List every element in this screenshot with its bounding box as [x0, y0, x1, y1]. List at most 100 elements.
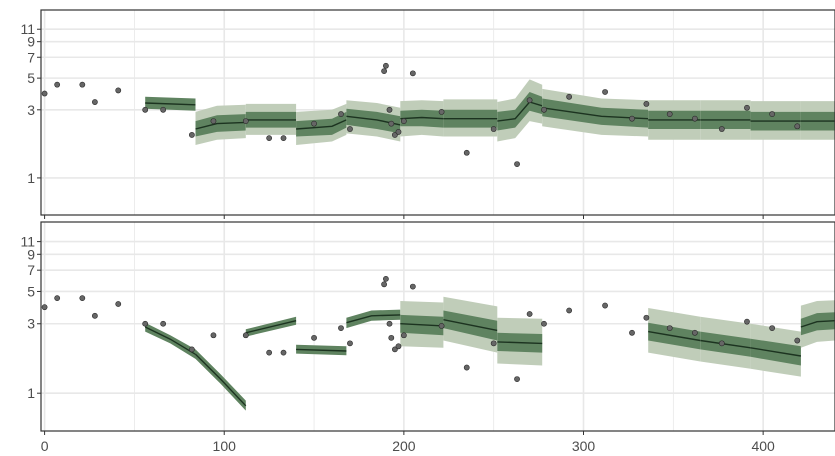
inner-interval-band [346, 108, 401, 134]
y-tick-label: 1 [27, 385, 35, 401]
observation-point [266, 135, 273, 142]
observation-point [744, 318, 750, 325]
observation-point [400, 332, 407, 339]
median-line [245, 320, 297, 334]
y-tick-label: 3 [27, 102, 35, 118]
observation-point [210, 332, 217, 339]
observation-point [79, 81, 86, 88]
median-line [400, 116, 444, 120]
observation-point [395, 129, 402, 135]
observation-point [160, 106, 167, 113]
observation-point [160, 320, 167, 327]
observation-point [769, 111, 776, 117]
observation-point [388, 334, 395, 341]
observation-point [409, 70, 416, 77]
observation-point [566, 307, 573, 314]
observation-point [490, 126, 497, 132]
observation-point [280, 135, 287, 142]
observation-point [541, 106, 547, 113]
y-tick-label: 5 [27, 283, 35, 299]
observation-point [769, 325, 776, 332]
observation-point [463, 364, 470, 371]
y-tick-label: 9 [27, 246, 35, 262]
median-line [346, 314, 401, 324]
observation-point [338, 111, 344, 117]
observation-point [514, 161, 520, 167]
y-tick-label: 9 [27, 34, 35, 50]
x-tick-label: 0 [41, 438, 49, 454]
y-tick-label: 5 [27, 70, 35, 86]
observation-point [541, 320, 547, 327]
y-tick-label: 3 [27, 316, 35, 332]
observation-point [526, 311, 533, 317]
observation-point [490, 340, 497, 347]
median-line [195, 353, 247, 407]
observation-point [41, 304, 48, 311]
median-line [400, 323, 444, 327]
median-line [497, 101, 543, 122]
observation-point [463, 149, 470, 156]
observation-point [602, 302, 608, 309]
observation-point [242, 118, 249, 125]
observation-point [188, 346, 195, 353]
y-tick-label: 1 [27, 170, 35, 186]
observation-point [41, 90, 48, 97]
observation-point [381, 68, 388, 74]
observation-point [383, 62, 389, 69]
median-line [195, 121, 246, 130]
y-tick-label: 7 [27, 49, 35, 65]
observation-point [311, 120, 317, 127]
observation-point [142, 106, 149, 113]
observation-point [629, 329, 635, 336]
median-line [144, 326, 196, 355]
observation-point [311, 334, 317, 341]
panel-border [40, 221, 835, 432]
observation-point [386, 320, 393, 327]
observation-point [391, 346, 398, 353]
y-tick-label: 11 [20, 21, 35, 37]
median-line [497, 341, 543, 345]
inner-interval-band [195, 114, 246, 137]
observation-point [602, 89, 608, 95]
observation-point [266, 349, 273, 356]
observation-point [338, 325, 344, 332]
observation-point [381, 281, 388, 288]
observation-point [666, 111, 673, 117]
inner-interval-band [542, 98, 649, 128]
median-line [700, 339, 751, 349]
observation-point [188, 132, 195, 138]
observation-point [691, 329, 698, 336]
observation-point [115, 87, 122, 94]
observation-point [54, 295, 61, 302]
observation-point [115, 301, 122, 307]
observation-point [386, 106, 393, 113]
observation-point [409, 283, 416, 290]
panel-border [40, 9, 835, 216]
median-line [443, 319, 498, 332]
observation-point [643, 100, 650, 107]
observation-point [79, 295, 86, 302]
inner-interval-band [800, 312, 835, 336]
observation-point [400, 118, 407, 125]
observation-point [242, 332, 249, 339]
observation-point [388, 120, 395, 127]
observation-point [566, 93, 573, 100]
observation-point [280, 349, 287, 356]
median-line [800, 320, 835, 328]
median-line [296, 348, 347, 352]
median-line [296, 119, 347, 130]
observation-point [210, 118, 217, 125]
observation-point [91, 312, 98, 319]
inner-interval-band [400, 109, 444, 128]
observation-point [744, 104, 750, 111]
observation-point [691, 115, 698, 122]
x-tick-label: 200 [392, 438, 416, 454]
observation-point [347, 340, 353, 347]
observation-point [629, 115, 635, 122]
observation-point [347, 126, 353, 132]
x-tick-label: 100 [213, 438, 237, 454]
median-line [648, 330, 701, 342]
